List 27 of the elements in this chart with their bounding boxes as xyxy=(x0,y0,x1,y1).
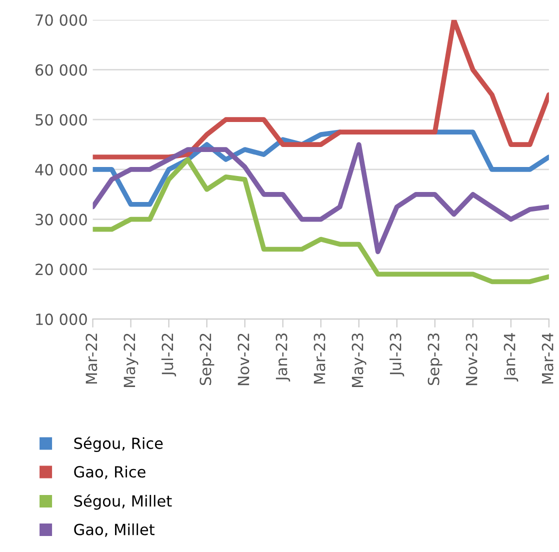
y-tick-label: 70 000 xyxy=(36,14,87,26)
line-series xyxy=(92,20,549,160)
x-tick-label: Mar-22 xyxy=(86,334,98,384)
x-tick-label: Sep-23 xyxy=(428,333,442,385)
x-tick-label: Nov-23 xyxy=(466,333,478,386)
x-tick-label: May-22 xyxy=(124,334,138,388)
y-tick-label: 50 000 xyxy=(36,114,87,126)
y-tick-label: 30 000 xyxy=(36,214,87,226)
line-series xyxy=(92,157,549,284)
x-tick-label: May-23 xyxy=(352,333,366,388)
y-tick-label: 10 000 xyxy=(36,314,87,326)
x-tick-label: Mar-23 xyxy=(314,333,326,384)
x-tick-label: Sep-22 xyxy=(200,334,214,385)
legend-label: Ségou, Rice xyxy=(74,436,163,452)
x-tick-label: Jul-23 xyxy=(389,333,404,376)
legend-label: Ségou, Millet xyxy=(74,494,172,510)
y-tick-label: 40 000 xyxy=(35,164,87,176)
x-tick-label: Jan-24 xyxy=(504,333,518,382)
x-tick-label: Jan-23 xyxy=(276,333,290,382)
line-series xyxy=(92,142,549,254)
y-tick-label: 20 000 xyxy=(36,264,87,276)
x-tick-label: Jul-22 xyxy=(161,334,176,376)
legend-label: Gao, Rice xyxy=(74,466,146,480)
legend-label: Gao, Millet xyxy=(74,523,154,537)
y-tick-label: 60 000 xyxy=(36,64,87,76)
x-tick-label: Mar-24 xyxy=(542,333,554,384)
x-tick-label: Nov-22 xyxy=(238,334,250,386)
